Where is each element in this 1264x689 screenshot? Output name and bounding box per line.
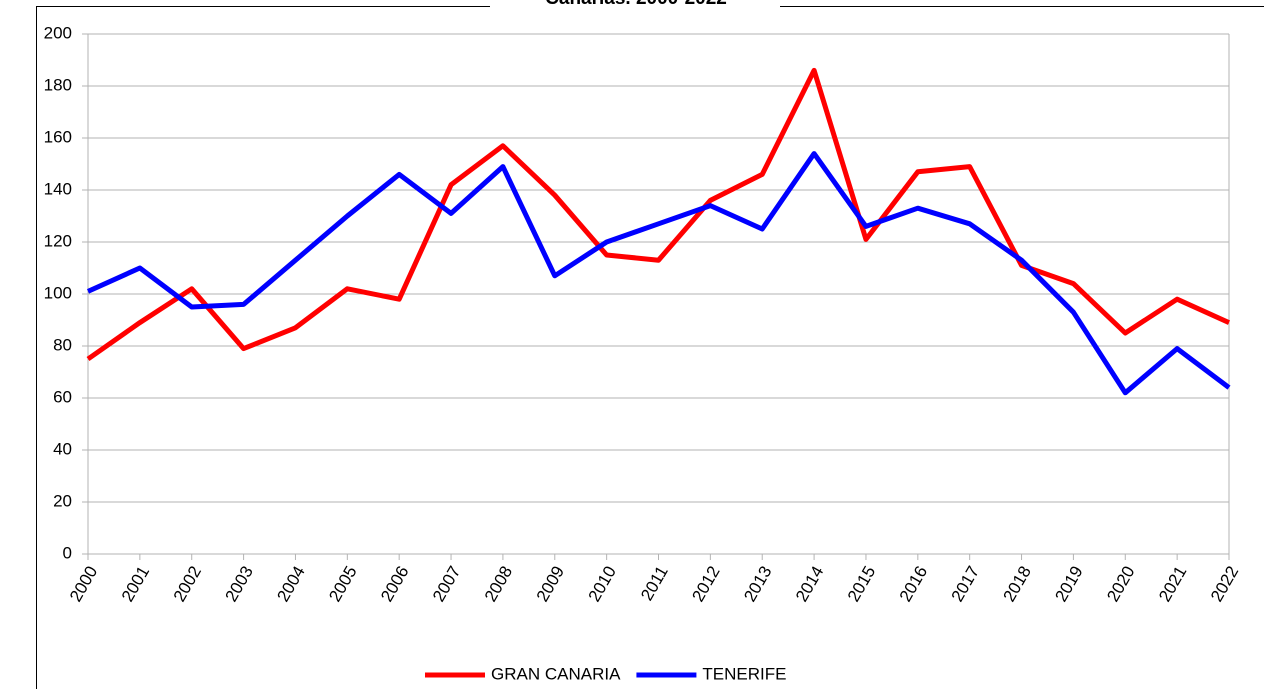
y-tick-label: 40 xyxy=(53,439,72,458)
series-line xyxy=(86,151,1231,396)
y-tick-label: 80 xyxy=(53,335,72,354)
y-tick-label: 200 xyxy=(44,23,72,42)
title-background xyxy=(490,0,780,10)
y-tick-label: 140 xyxy=(44,179,72,198)
y-tick-label: 0 xyxy=(63,543,72,562)
y-tick-label: 60 xyxy=(53,387,72,406)
y-tick-label: 180 xyxy=(44,75,72,94)
legend-label: TENERIFE xyxy=(702,664,786,683)
y-tick-label: 100 xyxy=(44,283,72,302)
series-line xyxy=(86,67,1231,362)
y-tick-label: 120 xyxy=(44,231,72,250)
chart-title: Canarias. 2000-2022 xyxy=(545,0,727,9)
legend-label: GRAN CANARIA xyxy=(491,664,621,683)
y-tick-label: 20 xyxy=(53,491,72,510)
y-tick-label: 160 xyxy=(44,127,72,146)
